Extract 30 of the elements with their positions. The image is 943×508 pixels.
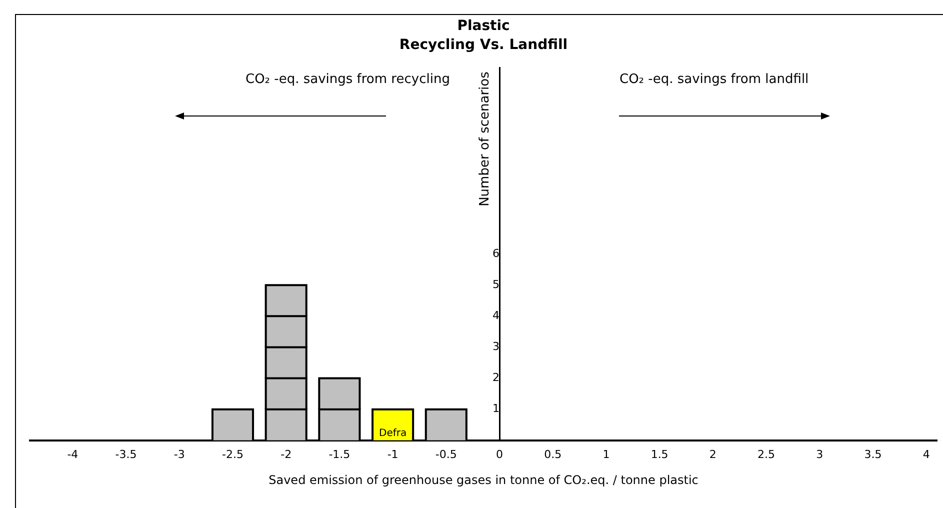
x-tick-label: 2.5	[758, 448, 776, 461]
x-tick-label: -4	[67, 448, 78, 461]
chart-subtitle: Recycling Vs. Landfill	[399, 36, 568, 53]
x-tick-label: 3	[816, 448, 824, 461]
x-tick-label: -3.5	[115, 448, 137, 461]
x-tick-label: -0.5	[435, 448, 457, 461]
x-tick-label: 1	[602, 448, 610, 461]
annotation: CO₂ -eq. savings from landfill	[620, 72, 809, 87]
y-tick-label: 6	[492, 246, 500, 260]
x-tick-label: -1	[387, 448, 398, 461]
y-tick-label: 3	[492, 340, 500, 354]
data-label: Defra	[378, 428, 407, 439]
x-tick-label: 0.5	[544, 448, 562, 461]
x-tick-label: -3	[174, 448, 185, 461]
x-tick-label: 3.5	[864, 448, 882, 461]
x-tick-label: 1.5	[650, 448, 668, 461]
annotation: CO₂ -eq. savings from recycling	[246, 72, 450, 87]
x-tick-label: 2	[709, 448, 716, 461]
x-tick-label: -1.5	[328, 448, 350, 461]
y-tick-label: 2	[492, 371, 500, 384]
y-tick-label: 5	[492, 278, 500, 291]
x-tick-label: 0	[496, 448, 504, 461]
y-tick-label: 1	[492, 402, 500, 416]
y-axis-title: Number of scenarios	[477, 71, 492, 206]
x-tick-label: -2.5	[222, 448, 244, 461]
x-axis-title: Saved emission of greenhouse gases in tonne of CO₂.eq. / tonne plastic	[268, 472, 698, 487]
chart-title: Plastic	[457, 18, 510, 34]
y-tick-label: 4	[492, 308, 500, 322]
x-tick-label: -2	[280, 448, 292, 461]
x-tick-label: 4	[922, 448, 930, 461]
